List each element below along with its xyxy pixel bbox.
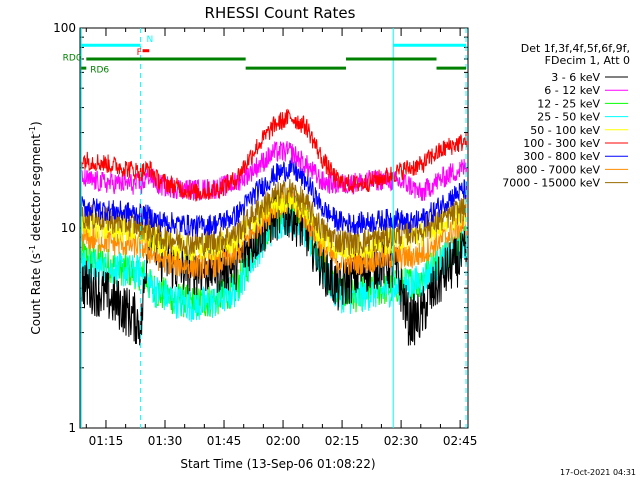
x-tick-label: 02:45 — [443, 434, 478, 448]
series-line — [80, 187, 467, 346]
legend-header-line-1: Det 1f,3f,4f,5f,6f,9f, — [521, 42, 630, 55]
legend-label: 50 - 100 keV — [530, 124, 600, 137]
series-line — [80, 108, 467, 202]
y-axis-label: Count Rate (s-1 detector segment-1) — [28, 121, 43, 334]
legend-label: 3 - 6 keV — [551, 71, 600, 84]
legend: Det 1f,3f,4f,5f,6f,9f, FDecim 1, Att 0 3… — [502, 42, 630, 190]
y-tick-label: 1 — [68, 421, 76, 435]
x-tick-label: 01:45 — [207, 434, 242, 448]
legend-label: 7000 - 15000 keV — [502, 177, 600, 190]
y-tick-label: 10 — [61, 221, 76, 235]
x-tick-label: 02:15 — [325, 434, 360, 448]
x-tick-label: 02:30 — [384, 434, 419, 448]
x-tick-label: 01:30 — [148, 434, 183, 448]
flag-label: N — [147, 35, 154, 45]
x-tick-label: 02:00 — [266, 434, 301, 448]
flag-label: RD6 — [90, 66, 109, 76]
y-tick-label: 100 — [53, 21, 76, 35]
flag-label: F — [137, 48, 142, 58]
legend-label: 800 - 7000 keV — [516, 163, 600, 176]
x-axis-label: Start Time (13-Sep-06 01:08:22) — [180, 457, 375, 471]
x-tick-label: 01:15 — [89, 434, 124, 448]
timestamp-footer: 17-Oct-2021 04:31 — [560, 468, 636, 477]
legend-label: 300 - 800 keV — [523, 150, 600, 163]
series-line — [80, 141, 467, 201]
legend-label: 6 - 12 keV — [544, 84, 600, 97]
legend-label: 25 - 50 keV — [537, 111, 600, 124]
chart-title: RHESSI Count Rates — [205, 4, 356, 22]
legend-label: 12 - 25 keV — [537, 97, 600, 110]
marker-group: NF RD0 RD6 — [63, 28, 467, 428]
plot-area: 1 10 100 01:15 01:30 01:45 02:00 02:15 02:30 02:4… — [53, 21, 477, 448]
flag-label: RD0 — [63, 54, 82, 64]
series-group — [80, 108, 467, 346]
legend-header-line-2: FDecim 1, Att 0 — [545, 54, 630, 67]
legend-label: 100 - 300 keV — [523, 137, 600, 150]
series-line — [80, 157, 467, 237]
